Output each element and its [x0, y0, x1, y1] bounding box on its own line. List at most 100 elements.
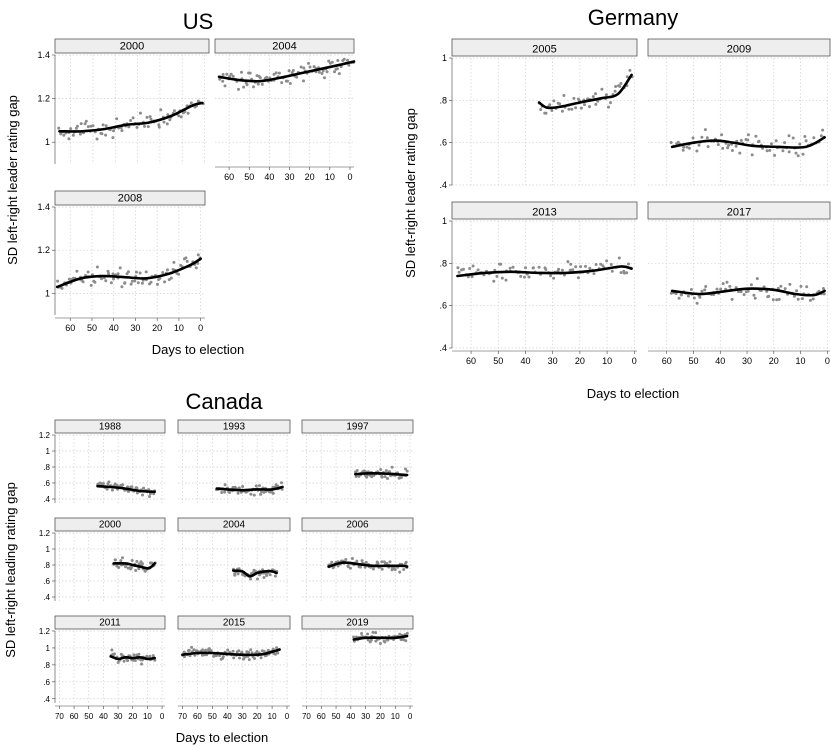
scatter-point [371, 630, 375, 634]
scatter-point [524, 266, 527, 270]
scatter-point [574, 106, 578, 110]
scatter-point [134, 486, 138, 490]
scatter-point [742, 293, 746, 297]
scatter-point [157, 278, 161, 281]
scatter-point [779, 284, 783, 288]
facet-strip [177, 419, 291, 434]
scatter-point [739, 290, 743, 294]
scatter-point [617, 84, 620, 88]
scatter-point [600, 87, 604, 91]
scatter-point [247, 658, 251, 662]
scatter-point [192, 648, 196, 652]
x-tick-label: 30 [130, 323, 140, 333]
scatter-point [804, 139, 808, 143]
scatter-point [347, 63, 351, 67]
scatter-point [83, 122, 87, 126]
scatter-point [104, 133, 108, 137]
y-tick-label: 1 [45, 288, 50, 298]
scatter-point [787, 150, 791, 154]
scatter-point [135, 125, 139, 129]
scatter-point [67, 277, 71, 281]
scatter-point [476, 268, 480, 272]
x-tick-label: 0 [285, 712, 290, 721]
scatter-point [59, 132, 63, 136]
scatter-point [721, 146, 725, 150]
scatter-point [675, 142, 679, 146]
scatter-point [390, 465, 394, 469]
germany-panel-2017: 2017 60 50 40 30 20 10 0 [647, 201, 831, 366]
scatter-point [225, 72, 229, 76]
scatter-point [721, 282, 725, 286]
scatter-point [357, 565, 361, 569]
x-tick-label: 0 [160, 712, 165, 721]
x-tick-label: 20 [769, 356, 779, 366]
facet-strip-label: 2000 [120, 41, 144, 53]
smooth-line [109, 655, 156, 661]
scatter-point [366, 638, 370, 642]
scatter-point [539, 108, 543, 111]
x-tick-label: 10 [268, 712, 277, 721]
scatter-point [749, 283, 753, 287]
scatter-point [237, 87, 240, 91]
scatter-point [156, 282, 159, 286]
scatter-point [337, 72, 341, 76]
scatter-point [260, 490, 263, 494]
scatter-point [182, 655, 186, 659]
facet-strip [54, 38, 210, 54]
y-tick-label: .4 [43, 695, 50, 704]
scatter-point [115, 117, 119, 121]
y-tick-label: 1.4 [37, 202, 50, 212]
scatter-point [325, 70, 329, 74]
scatter-point [165, 122, 169, 126]
us-panel-2008: 2008 1 1.2 1.4 60 50 40 30 20 10 0 [37, 190, 206, 333]
scatter-point [341, 59, 345, 63]
scatter-point [86, 125, 90, 129]
scatter-point [495, 274, 499, 278]
facet-strip-label: 2019 [346, 618, 369, 629]
scatter-point [206, 648, 210, 652]
facet-strip-label: 2011 [99, 618, 121, 629]
x-tick-label: 40 [715, 356, 725, 366]
x-tick-label: 50 [87, 323, 97, 333]
scatter-point [584, 264, 587, 268]
scatter-point [133, 279, 137, 283]
y-tick-label: 1 [442, 216, 447, 226]
x-tick-label: 0 [347, 172, 352, 182]
x-tick-label: 0 [408, 712, 413, 721]
scatter-point [456, 266, 460, 270]
scatter-point [588, 105, 591, 109]
scatter-point [715, 287, 719, 291]
scatter-point [783, 141, 787, 145]
x-tick-label: 20 [253, 712, 262, 721]
scatter-point [219, 657, 223, 661]
y-tick-label: .4 [43, 495, 50, 504]
scatter-point [274, 71, 278, 75]
scatter-point [380, 560, 384, 564]
scatter-point [190, 645, 194, 649]
scatter-point [302, 66, 306, 70]
x-tick-label: 10 [602, 356, 612, 366]
scatter-point [799, 284, 803, 288]
scatter-point [628, 68, 632, 72]
scatter-point [703, 288, 707, 292]
canada-panel-1993: 1993 [177, 419, 291, 503]
scatter-point [168, 118, 172, 122]
scatter-point [140, 281, 144, 285]
facet-strip-label: 1988 [99, 422, 122, 433]
scatter-point [182, 650, 186, 654]
scatter-point [405, 631, 409, 635]
scatter-point [622, 269, 626, 273]
smooth-line [537, 73, 633, 110]
facet-strip [54, 615, 166, 630]
scatter-point [614, 85, 618, 88]
scatter-point [705, 136, 709, 140]
smooth-line [456, 265, 633, 278]
scatter-point [277, 71, 281, 75]
scatter-point [819, 134, 823, 138]
scatter-point [268, 573, 272, 577]
facet-strip-label: 2005 [532, 44, 556, 56]
facet-strip [301, 615, 414, 630]
scatter-point [812, 136, 816, 140]
scatter-point [354, 470, 357, 474]
scatter-point [669, 141, 673, 144]
